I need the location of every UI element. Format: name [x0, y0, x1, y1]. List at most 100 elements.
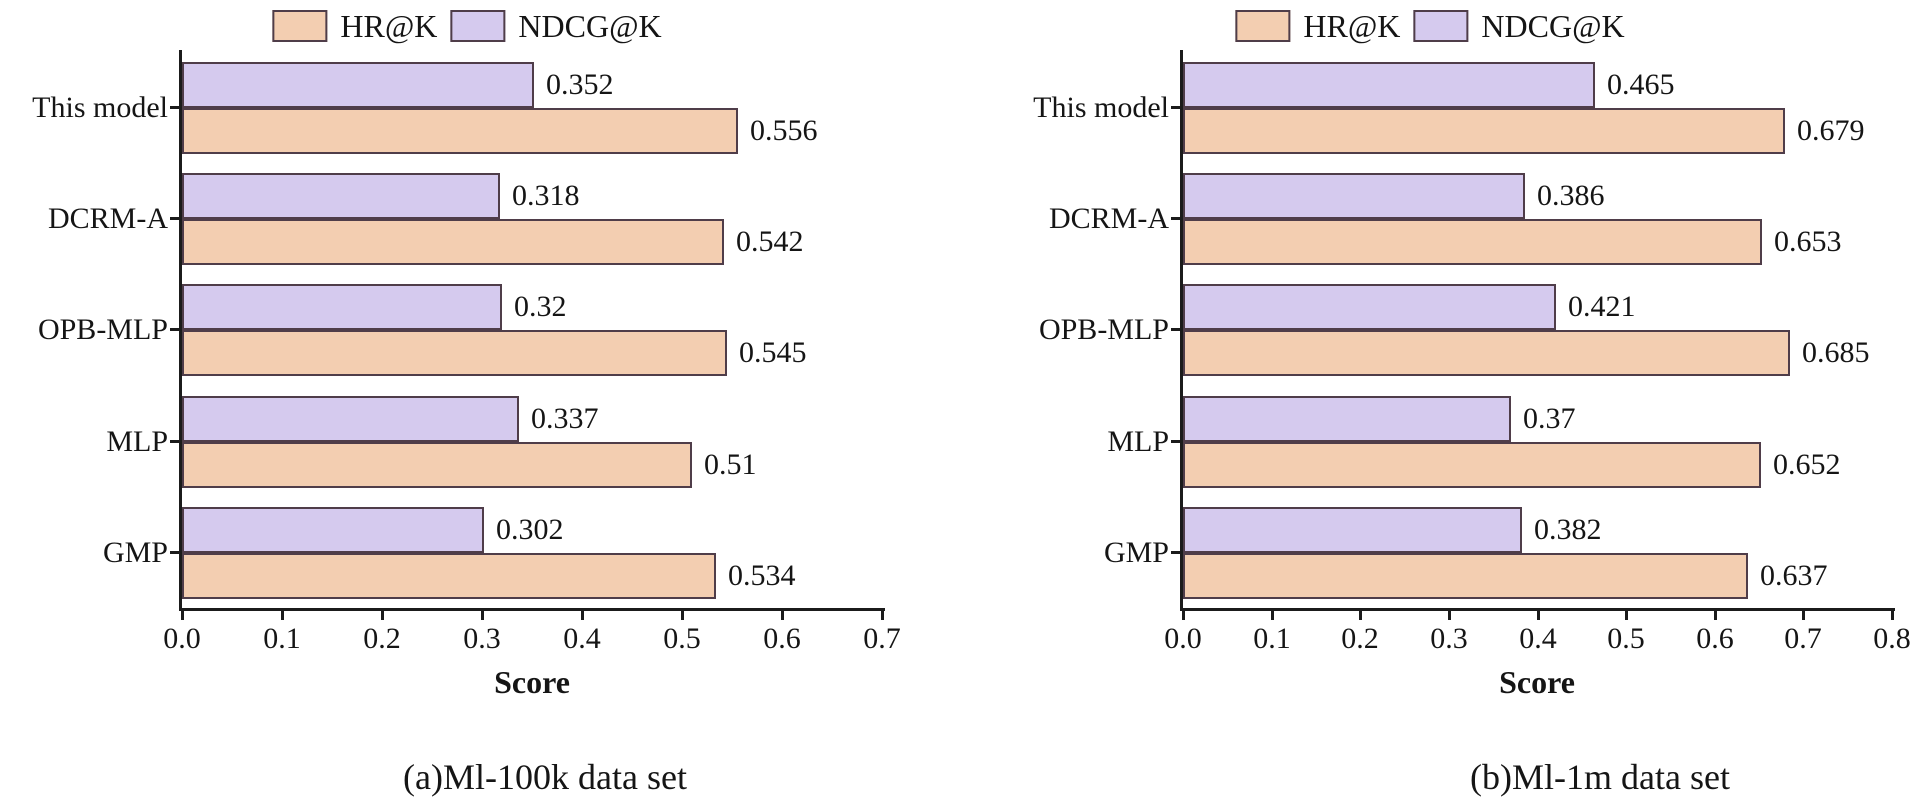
- x-tick: [1891, 611, 1894, 620]
- x-tick: [881, 611, 884, 620]
- bar-value-label: 0.685: [1802, 336, 1870, 369]
- y-tick: [1171, 440, 1180, 443]
- x-tick: [581, 611, 584, 620]
- bar-hr: [182, 108, 738, 154]
- legend-hr-label: HR@K: [340, 8, 438, 44]
- bar-value-label: 0.51: [704, 448, 757, 481]
- x-tick: [1182, 611, 1185, 620]
- x-tick-label: 0.7: [863, 622, 901, 655]
- x-tick: [1537, 611, 1540, 620]
- bar-hr: [182, 330, 727, 376]
- x-tick-label: 0.3: [1430, 622, 1468, 655]
- y-tick: [170, 217, 179, 220]
- x-axis-title-a: Score: [494, 664, 570, 700]
- category-label: This model: [1033, 91, 1169, 124]
- x-tick-label: 0.1: [1253, 622, 1291, 655]
- category-label: DCRM-A: [47, 202, 168, 235]
- bar-hr: [182, 553, 716, 599]
- caption-a: (a)Ml-100k data set: [403, 757, 687, 797]
- bar-value-label: 0.32: [514, 290, 567, 323]
- bar-value-label: 0.679: [1797, 114, 1865, 147]
- x-tick: [681, 611, 684, 620]
- bar-ndcg: [182, 396, 519, 442]
- bar-value-label: 0.352: [546, 68, 614, 101]
- x-tick-label: 0.7: [1784, 622, 1822, 655]
- bar-hr: [1183, 553, 1748, 599]
- bar-ndcg: [1183, 396, 1511, 442]
- bar-hr: [182, 219, 724, 265]
- category-label: GMP: [1103, 536, 1169, 569]
- y-tick: [1171, 217, 1180, 220]
- y-tick: [170, 440, 179, 443]
- x-tick: [1359, 611, 1362, 620]
- legend-ndcg-swatch-icon: [450, 10, 506, 42]
- y-tick: [170, 106, 179, 109]
- bar-hr: [1183, 442, 1761, 488]
- y-axis-spine: [179, 50, 182, 608]
- bar-ndcg: [182, 173, 500, 219]
- bar-ndcg: [182, 284, 502, 330]
- category-label: OPB-MLP: [1038, 313, 1169, 346]
- bar-ndcg: [1183, 62, 1595, 108]
- bar-value-label: 0.302: [496, 513, 564, 546]
- x-tick-label: 0.5: [1607, 622, 1645, 655]
- bar-value-label: 0.545: [739, 336, 807, 369]
- x-tick-label: 0.2: [1341, 622, 1379, 655]
- x-tick-label: 0.2: [363, 622, 401, 655]
- y-tick: [1171, 106, 1180, 109]
- y-tick: [1171, 551, 1180, 554]
- x-tick: [1714, 611, 1717, 620]
- category-label: This model: [32, 91, 168, 124]
- bar-ndcg: [182, 507, 484, 553]
- x-tick: [1448, 611, 1451, 620]
- bar-value-label: 0.465: [1607, 68, 1675, 101]
- x-tick-label: 0.8: [1873, 622, 1911, 655]
- legend-chart-a: HR@K NDCG@K: [272, 8, 662, 44]
- x-tick-label: 0.1: [263, 622, 301, 655]
- bar-hr: [1183, 330, 1790, 376]
- bar-ndcg: [182, 62, 534, 108]
- category-label: DCRM-A: [1048, 202, 1169, 235]
- x-tick: [481, 611, 484, 620]
- x-tick-label: 0.3: [463, 622, 501, 655]
- bar-value-label: 0.382: [1534, 513, 1602, 546]
- bar-ndcg: [1183, 173, 1525, 219]
- caption-b: (b)Ml-1m data set: [1470, 757, 1730, 797]
- x-tick: [281, 611, 284, 620]
- x-tick: [1802, 611, 1805, 620]
- x-tick-label: 0.5: [663, 622, 701, 655]
- bar-hr: [182, 442, 692, 488]
- x-tick: [381, 611, 384, 620]
- x-tick-label: 0.0: [163, 622, 201, 655]
- y-tick: [1171, 328, 1180, 331]
- legend-ndcg-label: NDCG@K: [1481, 8, 1625, 44]
- bar-value-label: 0.652: [1773, 448, 1841, 481]
- bar-hr: [1183, 108, 1785, 154]
- x-tick: [181, 611, 184, 620]
- bar-value-label: 0.318: [512, 179, 580, 212]
- x-axis-line: [179, 608, 885, 611]
- bar-value-label: 0.337: [531, 402, 599, 435]
- bar-value-label: 0.653: [1774, 225, 1842, 258]
- x-tick-label: 0.4: [563, 622, 601, 655]
- x-axis-title-b: Score: [1499, 664, 1575, 700]
- x-tick: [1271, 611, 1274, 620]
- category-label: MLP: [106, 425, 168, 458]
- x-tick: [781, 611, 784, 620]
- x-tick-label: 0.6: [1696, 622, 1734, 655]
- bar-value-label: 0.386: [1537, 179, 1605, 212]
- x-tick: [1625, 611, 1628, 620]
- legend-hr-label: HR@K: [1303, 8, 1401, 44]
- bar-value-label: 0.637: [1760, 559, 1828, 592]
- bar-value-label: 0.542: [736, 225, 804, 258]
- legend-ndcg-label: NDCG@K: [518, 8, 662, 44]
- legend-ndcg-swatch-icon: [1413, 10, 1469, 42]
- x-tick-label: 0.4: [1519, 622, 1557, 655]
- bar-value-label: 0.556: [750, 114, 818, 147]
- category-label: MLP: [1107, 425, 1169, 458]
- bar-value-label: 0.421: [1568, 290, 1636, 323]
- legend-chart-b: HR@K NDCG@K: [1235, 8, 1625, 44]
- category-label: OPB-MLP: [37, 313, 168, 346]
- x-tick-label: 0.6: [763, 622, 801, 655]
